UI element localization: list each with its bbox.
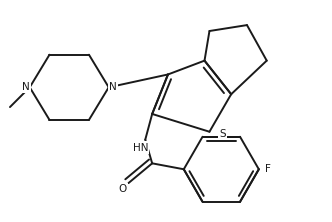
Text: S: S: [219, 129, 226, 139]
Text: N: N: [109, 82, 117, 92]
Text: F: F: [265, 164, 271, 174]
Text: N: N: [22, 82, 30, 92]
Text: HN: HN: [132, 143, 148, 153]
Text: O: O: [119, 184, 127, 194]
